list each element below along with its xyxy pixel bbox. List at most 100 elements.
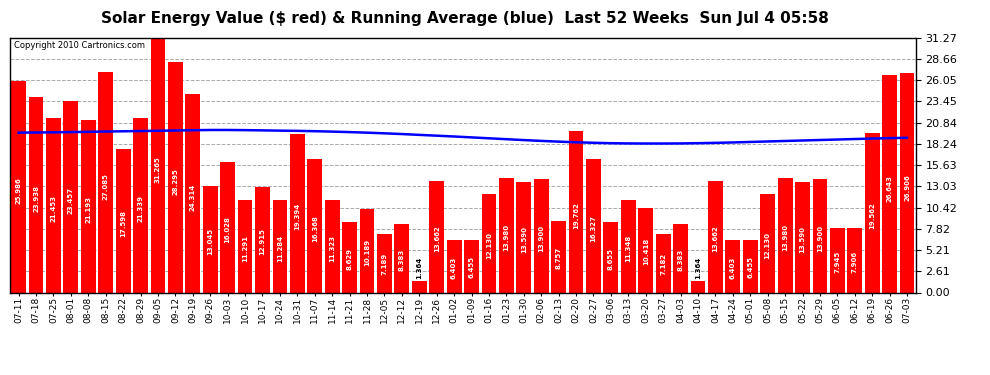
- Bar: [708, 181, 723, 292]
- Text: Solar Energy Value ($ red) & Running Average (blue)  Last 52 Weeks  Sun Jul 4 05: Solar Energy Value ($ red) & Running Ave…: [101, 11, 830, 26]
- Text: 6.455: 6.455: [468, 256, 474, 278]
- Text: 19.394: 19.394: [294, 203, 300, 230]
- Bar: [272, 201, 287, 292]
- Text: 12.130: 12.130: [764, 231, 770, 258]
- Text: 12.915: 12.915: [259, 228, 265, 255]
- Text: 7.906: 7.906: [851, 251, 857, 273]
- Text: 13.900: 13.900: [817, 225, 823, 252]
- Bar: [446, 240, 461, 292]
- Text: 8.757: 8.757: [555, 247, 561, 269]
- Bar: [81, 120, 96, 292]
- Text: 7.945: 7.945: [835, 250, 841, 273]
- Bar: [98, 72, 113, 292]
- Bar: [430, 181, 445, 292]
- Bar: [412, 281, 427, 292]
- Bar: [882, 75, 897, 292]
- Text: 26.906: 26.906: [904, 174, 910, 201]
- Bar: [760, 194, 775, 292]
- Bar: [185, 94, 200, 292]
- Bar: [377, 234, 392, 292]
- Bar: [116, 149, 131, 292]
- Bar: [813, 179, 828, 292]
- Text: 19.762: 19.762: [573, 202, 579, 229]
- Text: 21.193: 21.193: [85, 196, 91, 223]
- Bar: [290, 134, 305, 292]
- Text: 21.453: 21.453: [50, 195, 56, 222]
- Bar: [325, 200, 340, 292]
- Bar: [568, 131, 583, 292]
- Text: 10.418: 10.418: [643, 238, 648, 266]
- Text: 7.182: 7.182: [660, 254, 666, 276]
- Text: 26.643: 26.643: [887, 175, 893, 202]
- Text: 10.189: 10.189: [364, 239, 370, 266]
- Bar: [481, 194, 496, 292]
- Text: 1.364: 1.364: [416, 256, 423, 279]
- Bar: [359, 209, 374, 292]
- Text: 19.562: 19.562: [869, 202, 875, 229]
- Bar: [307, 159, 322, 292]
- Bar: [847, 228, 862, 292]
- Bar: [534, 179, 548, 292]
- Bar: [63, 101, 78, 292]
- Text: Copyright 2010 Cartronics.com: Copyright 2010 Cartronics.com: [15, 41, 146, 50]
- Text: 1.364: 1.364: [695, 256, 701, 279]
- Bar: [726, 240, 741, 292]
- Bar: [639, 207, 653, 292]
- Bar: [795, 182, 810, 292]
- Bar: [150, 38, 165, 292]
- Bar: [778, 178, 793, 292]
- Bar: [691, 281, 706, 292]
- Text: 13.045: 13.045: [207, 228, 213, 255]
- Bar: [604, 222, 619, 292]
- Text: 8.655: 8.655: [608, 248, 614, 270]
- Bar: [203, 186, 218, 292]
- Text: 11.348: 11.348: [626, 234, 632, 262]
- Text: 6.403: 6.403: [730, 256, 736, 279]
- Text: 11.284: 11.284: [277, 235, 283, 262]
- Bar: [621, 200, 636, 292]
- Text: 8.383: 8.383: [677, 249, 683, 271]
- Text: 8.383: 8.383: [399, 249, 405, 271]
- Text: 16.028: 16.028: [225, 216, 231, 243]
- Text: 8.629: 8.629: [346, 248, 352, 270]
- Bar: [900, 73, 915, 292]
- Text: 23.457: 23.457: [68, 187, 74, 214]
- Text: 24.314: 24.314: [190, 184, 196, 211]
- Text: 16.368: 16.368: [312, 215, 318, 242]
- Bar: [830, 228, 844, 292]
- Text: 12.130: 12.130: [486, 231, 492, 258]
- Text: 17.598: 17.598: [120, 210, 126, 237]
- Bar: [238, 200, 252, 292]
- Bar: [499, 178, 514, 292]
- Text: 13.980: 13.980: [503, 224, 510, 251]
- Text: 7.189: 7.189: [381, 253, 387, 276]
- Text: 13.662: 13.662: [713, 226, 719, 252]
- Text: 13.900: 13.900: [539, 225, 545, 252]
- Bar: [394, 224, 409, 292]
- Bar: [517, 182, 532, 292]
- Bar: [133, 118, 148, 292]
- Bar: [343, 222, 357, 292]
- Text: 28.295: 28.295: [172, 168, 178, 195]
- Text: 11.323: 11.323: [329, 235, 336, 262]
- Bar: [464, 240, 479, 292]
- Text: 6.455: 6.455: [747, 256, 753, 278]
- Bar: [11, 81, 26, 292]
- Bar: [673, 224, 688, 292]
- Text: 13.590: 13.590: [521, 226, 527, 253]
- Bar: [586, 159, 601, 292]
- Text: 13.590: 13.590: [800, 226, 806, 253]
- Bar: [29, 97, 44, 292]
- Text: 21.339: 21.339: [138, 195, 144, 222]
- Text: 11.291: 11.291: [243, 235, 248, 262]
- Text: 13.980: 13.980: [782, 224, 788, 251]
- Text: 13.662: 13.662: [434, 226, 440, 252]
- Text: 27.085: 27.085: [103, 173, 109, 200]
- Bar: [551, 221, 566, 292]
- Bar: [47, 117, 60, 292]
- Text: 31.265: 31.265: [155, 157, 161, 183]
- Bar: [220, 162, 235, 292]
- Text: 16.327: 16.327: [590, 215, 597, 242]
- Text: 23.938: 23.938: [33, 185, 39, 212]
- Bar: [742, 240, 757, 292]
